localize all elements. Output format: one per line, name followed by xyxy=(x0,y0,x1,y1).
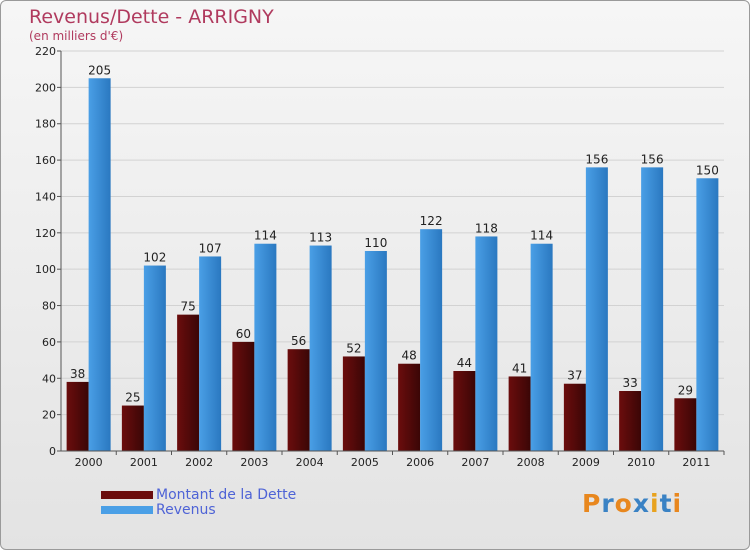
data-label: 44 xyxy=(457,356,472,370)
legend-swatch-revenue xyxy=(101,505,153,514)
bar-revenue xyxy=(420,229,443,451)
data-label: 122 xyxy=(420,214,443,228)
logo-letter: i xyxy=(650,489,660,518)
bar-revenue xyxy=(364,251,387,451)
x-tick-label: 2002 xyxy=(185,456,213,469)
data-label: 110 xyxy=(364,236,387,250)
bar-revenue xyxy=(199,256,222,451)
x-tick-label: 2008 xyxy=(517,456,545,469)
bar-debt xyxy=(563,383,586,451)
bar-debt xyxy=(287,349,310,451)
y-tick-label: 0 xyxy=(49,445,56,458)
logo-letter: r xyxy=(601,489,615,518)
data-label: 29 xyxy=(678,383,693,397)
legend-label-revenue: Revenus xyxy=(156,501,216,518)
data-label: 156 xyxy=(641,152,664,166)
bar-revenue xyxy=(641,167,664,451)
x-tick-label: 2001 xyxy=(130,456,158,469)
bar-revenue xyxy=(530,243,553,451)
data-label: 75 xyxy=(180,300,195,314)
bar-debt xyxy=(453,371,476,451)
y-tick-label: 160 xyxy=(35,154,56,167)
legend-item-revenue: Revenus xyxy=(101,501,296,518)
logo-letter: t xyxy=(659,489,673,518)
data-label: 156 xyxy=(585,152,608,166)
data-label: 33 xyxy=(622,376,637,390)
logo-letter: o xyxy=(614,489,633,518)
y-tick-label: 120 xyxy=(35,227,56,240)
data-label: 150 xyxy=(696,163,719,177)
x-tick-label: 2005 xyxy=(351,456,379,469)
bar-debt xyxy=(232,341,255,451)
bar-revenue xyxy=(88,78,111,451)
data-label: 52 xyxy=(346,341,361,355)
bar-revenue xyxy=(309,245,332,451)
data-label: 113 xyxy=(309,231,332,245)
bar-revenue xyxy=(143,265,166,451)
bar-revenue xyxy=(475,236,498,451)
legend-label-debt: Montant de la Dette xyxy=(156,486,297,503)
y-tick-label: 140 xyxy=(35,190,56,203)
data-label: 118 xyxy=(475,221,498,235)
y-tick-label: 180 xyxy=(35,118,56,131)
data-label: 25 xyxy=(125,391,140,405)
logo-letter: i xyxy=(672,489,683,518)
data-label: 205 xyxy=(88,63,111,77)
bar-debt xyxy=(342,356,365,451)
bar-debt xyxy=(674,398,697,451)
chart-subtitle: (en milliers d'€) xyxy=(29,29,124,43)
y-tick-label: 40 xyxy=(42,372,56,385)
chart-title: Revenus/Dette - ARRIGNY xyxy=(29,6,274,28)
data-label: 56 xyxy=(291,334,306,348)
bar-revenue xyxy=(696,178,719,452)
y-tick-label: 60 xyxy=(42,336,56,349)
y-tick-label: 220 xyxy=(35,45,56,58)
x-tick-label: 2004 xyxy=(296,456,324,469)
proxiti-logo: Proxiti xyxy=(582,489,682,518)
bar-revenue xyxy=(254,243,277,451)
y-tick-label: 20 xyxy=(42,409,56,422)
data-label: 114 xyxy=(254,229,277,243)
legend: Montant de la Dette Revenus xyxy=(101,486,297,518)
logo-letter: x xyxy=(632,489,650,518)
data-label: 38 xyxy=(70,367,85,381)
y-tick-label: 100 xyxy=(35,263,56,276)
x-tick-label: 2010 xyxy=(627,456,655,469)
data-label: 102 xyxy=(143,251,166,265)
logo-letter: P xyxy=(582,489,602,518)
bar-debt xyxy=(66,381,89,451)
legend-swatch-debt xyxy=(101,490,153,499)
data-label: 48 xyxy=(401,349,416,363)
bar-revenue xyxy=(585,167,608,451)
bar-debt xyxy=(508,376,531,451)
x-tick-label: 2009 xyxy=(572,456,600,469)
x-tick-label: 2003 xyxy=(240,456,268,469)
bar-debt xyxy=(121,405,144,451)
x-tick-label: 2011 xyxy=(682,456,710,469)
legend-item-debt: Montant de la Dette xyxy=(101,486,297,503)
bar-debt xyxy=(398,363,421,451)
data-label: 60 xyxy=(236,327,251,341)
data-label: 114 xyxy=(530,229,553,243)
data-label: 37 xyxy=(567,369,582,383)
bar-debt xyxy=(619,391,642,451)
data-label: 41 xyxy=(512,361,527,375)
y-tick-label: 200 xyxy=(35,81,56,94)
x-tick-label: 2006 xyxy=(406,456,434,469)
y-tick-label: 80 xyxy=(42,300,56,313)
x-tick-label: 2007 xyxy=(461,456,489,469)
bar-debt xyxy=(177,314,200,451)
x-tick-label: 2000 xyxy=(75,456,103,469)
data-label: 107 xyxy=(199,241,222,255)
